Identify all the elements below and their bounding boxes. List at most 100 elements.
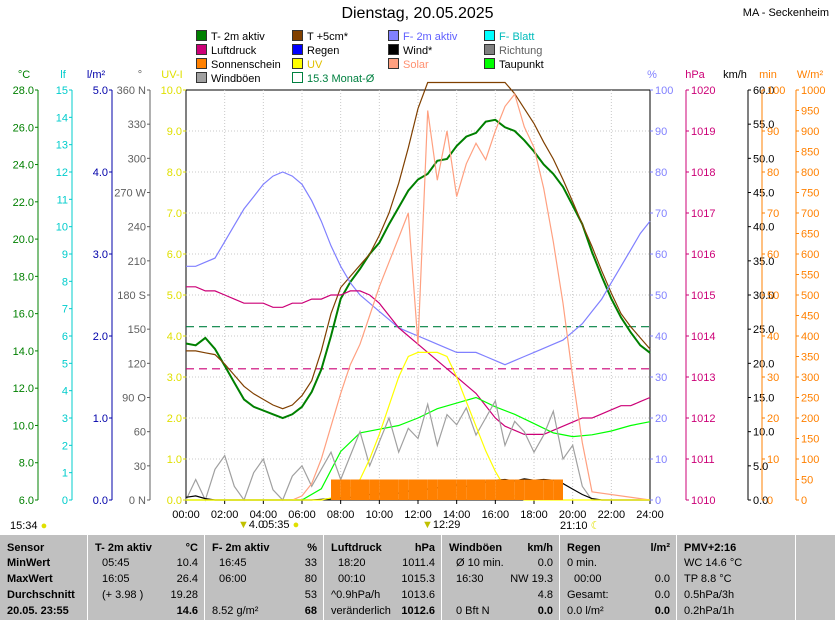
axis-tick-label-wind: 20.0 (753, 358, 774, 370)
axis-unit-wind: km/h (723, 69, 747, 81)
axis-tick-label-direction: 150 (128, 324, 146, 336)
axis-tick-label-wind: 55.0 (753, 119, 774, 131)
axis-tick-label-direction: 0 N (129, 495, 146, 507)
humidity-title: F- 2m aktiv (212, 542, 270, 554)
axis-tick-label-pressure: 1015 (691, 290, 715, 302)
label-date: 20.05. 23:55 (7, 605, 69, 617)
axis-tick-label-sun_minutes: 100 (767, 85, 785, 97)
x-tick-label: 24:00 (636, 509, 664, 521)
temp-min-value: 10.4 (176, 557, 198, 569)
axis-tick-label-humidity: 40 (655, 331, 667, 343)
bar-sunshine (456, 479, 467, 500)
temp-max-value: 26.4 (176, 573, 198, 585)
wind-avg10-value: 0.0 (537, 557, 553, 569)
axis-tick-label-uv: 10.0 (161, 85, 182, 97)
legend-label: Luftdruck (211, 45, 257, 58)
rain-time: 00:00 (574, 573, 602, 585)
humidity-absolute: 8.52 g/m² (212, 605, 259, 617)
axis-tick-label-wind: 50.0 (753, 153, 774, 165)
x-tick-label: 02:00 (211, 509, 239, 521)
axis-tick-label-sun_minutes: 30 (767, 372, 779, 384)
axis-tick-label-temp: 26.0 (13, 122, 34, 134)
legend-item-humidity: F- 2m aktiv (388, 30, 457, 44)
axis-tick-label-uv: 0.0 (167, 495, 182, 507)
axis-tick-label-solar: 350 (801, 352, 819, 364)
temp-avg-note: (+ 3.98 ) (102, 589, 144, 601)
table-col-pressure: Luftdruck hPa 18:20 1011.4 00:10 1015.3 … (323, 535, 441, 620)
legend-swatch (484, 44, 495, 55)
axis-tick-label-rain: 1.0 (93, 413, 108, 425)
humidity-min-value: 33 (304, 557, 317, 569)
axis-tick-label-solar: 150 (801, 434, 819, 446)
legend-swatch (292, 72, 303, 83)
axis-tick-label-direction: 360 N (117, 85, 146, 97)
bar-sunshine (408, 479, 418, 500)
legend-swatch (388, 44, 399, 55)
bar-sunshine (418, 479, 428, 500)
axis-unit-solar: W/m² (797, 69, 824, 81)
axis-tick-label-solar: 250 (801, 393, 819, 405)
bar-sunshine (524, 479, 534, 500)
legend-item-temp: T- 2m aktiv (196, 30, 265, 44)
axis-unit-direction: ° (138, 69, 142, 81)
noon-arrow-icon: ▼ (422, 519, 433, 531)
axis-tick-label-temp: 14.0 (13, 346, 34, 358)
axis-tick-label-rain: 4.0 (93, 167, 108, 179)
legend-swatch (484, 58, 495, 69)
axis-tick-label-leaf: 11 (57, 194, 68, 206)
page-title: Dienstag, 20.05.2025 (341, 5, 494, 22)
rain-max-value: 0.0 (654, 573, 670, 585)
axis-tick-label-leaf: 13 (56, 140, 68, 152)
series-line (186, 81, 651, 410)
axis-tick-label-leaf: 15 (56, 85, 68, 97)
wind-max-time: 16:30 (456, 573, 484, 585)
uv-start-time: 05:35 (262, 519, 290, 531)
table-col-pmv: PMV+2:16 WC 14.6 °C TP 8.8 °C 0.5hPa/3h … (676, 535, 795, 620)
axis-tick-label-wind: 25.0 (753, 324, 774, 336)
axis-tick-label-direction: 330 (128, 119, 146, 131)
bar-sunshine (534, 479, 544, 500)
legend-label: Windböen (211, 73, 261, 86)
axis-tick-label-leaf: 7 (62, 304, 68, 316)
axis-tick-label-solar: 550 (801, 270, 819, 282)
x-tick-label: 12:00 (404, 509, 432, 521)
axis-tick-label-uv: 1.0 (167, 454, 182, 466)
axis-tick-label-humidity: 50 (655, 290, 667, 302)
axis-tick-label-leaf: 1 (62, 468, 68, 480)
axis-tick-label-direction: 180 S (117, 290, 146, 302)
label-min: MinWert (7, 557, 51, 569)
sunset-time: 21:10 (560, 520, 588, 532)
x-tick-label: 14:00 (443, 509, 471, 521)
axis-tick-label-temp: 10.0 (13, 420, 34, 432)
axis-tick-label-temp: 28.0 (13, 85, 34, 97)
legend-label: UV (307, 59, 323, 72)
legend-label: Sonnenschein (211, 59, 281, 72)
legend-swatch (196, 58, 207, 69)
temp-title: T- 2m aktiv (95, 542, 152, 554)
axis-tick-label-leaf: 0 (62, 495, 68, 507)
axis-tick-label-leaf: 5 (62, 358, 68, 370)
axis-tick-label-solar: 600 (801, 249, 819, 261)
legend-item-rain: Regen (292, 44, 339, 58)
humidity-max-time: 06:00 (219, 573, 247, 585)
legend-item-leaf: F- Blatt (484, 30, 534, 44)
axis-unit-humidity: % (647, 69, 657, 81)
axis-tick-label-direction: 240 (128, 222, 146, 234)
axis-tick-label-pressure: 1013 (691, 372, 715, 384)
wind-unit: km/h (527, 542, 553, 554)
station-name: MA - Seckenheim (742, 7, 829, 19)
legend-label: Regen (307, 45, 340, 58)
legend-label: T- 2m aktiv (211, 31, 265, 44)
humidity-max-value: 80 (304, 573, 317, 585)
bar-sunshine (505, 479, 515, 500)
axis-tick-label-uv: 3.0 (167, 372, 182, 384)
sun-icon: ● (40, 520, 48, 532)
weather-chart: 00:00 02:00 04:00 06:00 08:00 10:00 12:00 14:00… (13, 69, 826, 521)
uv-start-value: 4.0 (248, 519, 265, 531)
table-col-labels: Sensor MinWert MaxWert Durchschnitt 20.0… (0, 535, 86, 620)
bar-sunshine (331, 479, 341, 500)
axis-tick-label-solar: 700 (801, 208, 819, 220)
axis-tick-label-temp: 6.0 (19, 495, 34, 507)
axis-tick-label-solar: 100 (801, 454, 819, 466)
axis-tick-label-uv: 5.0 (167, 290, 182, 302)
